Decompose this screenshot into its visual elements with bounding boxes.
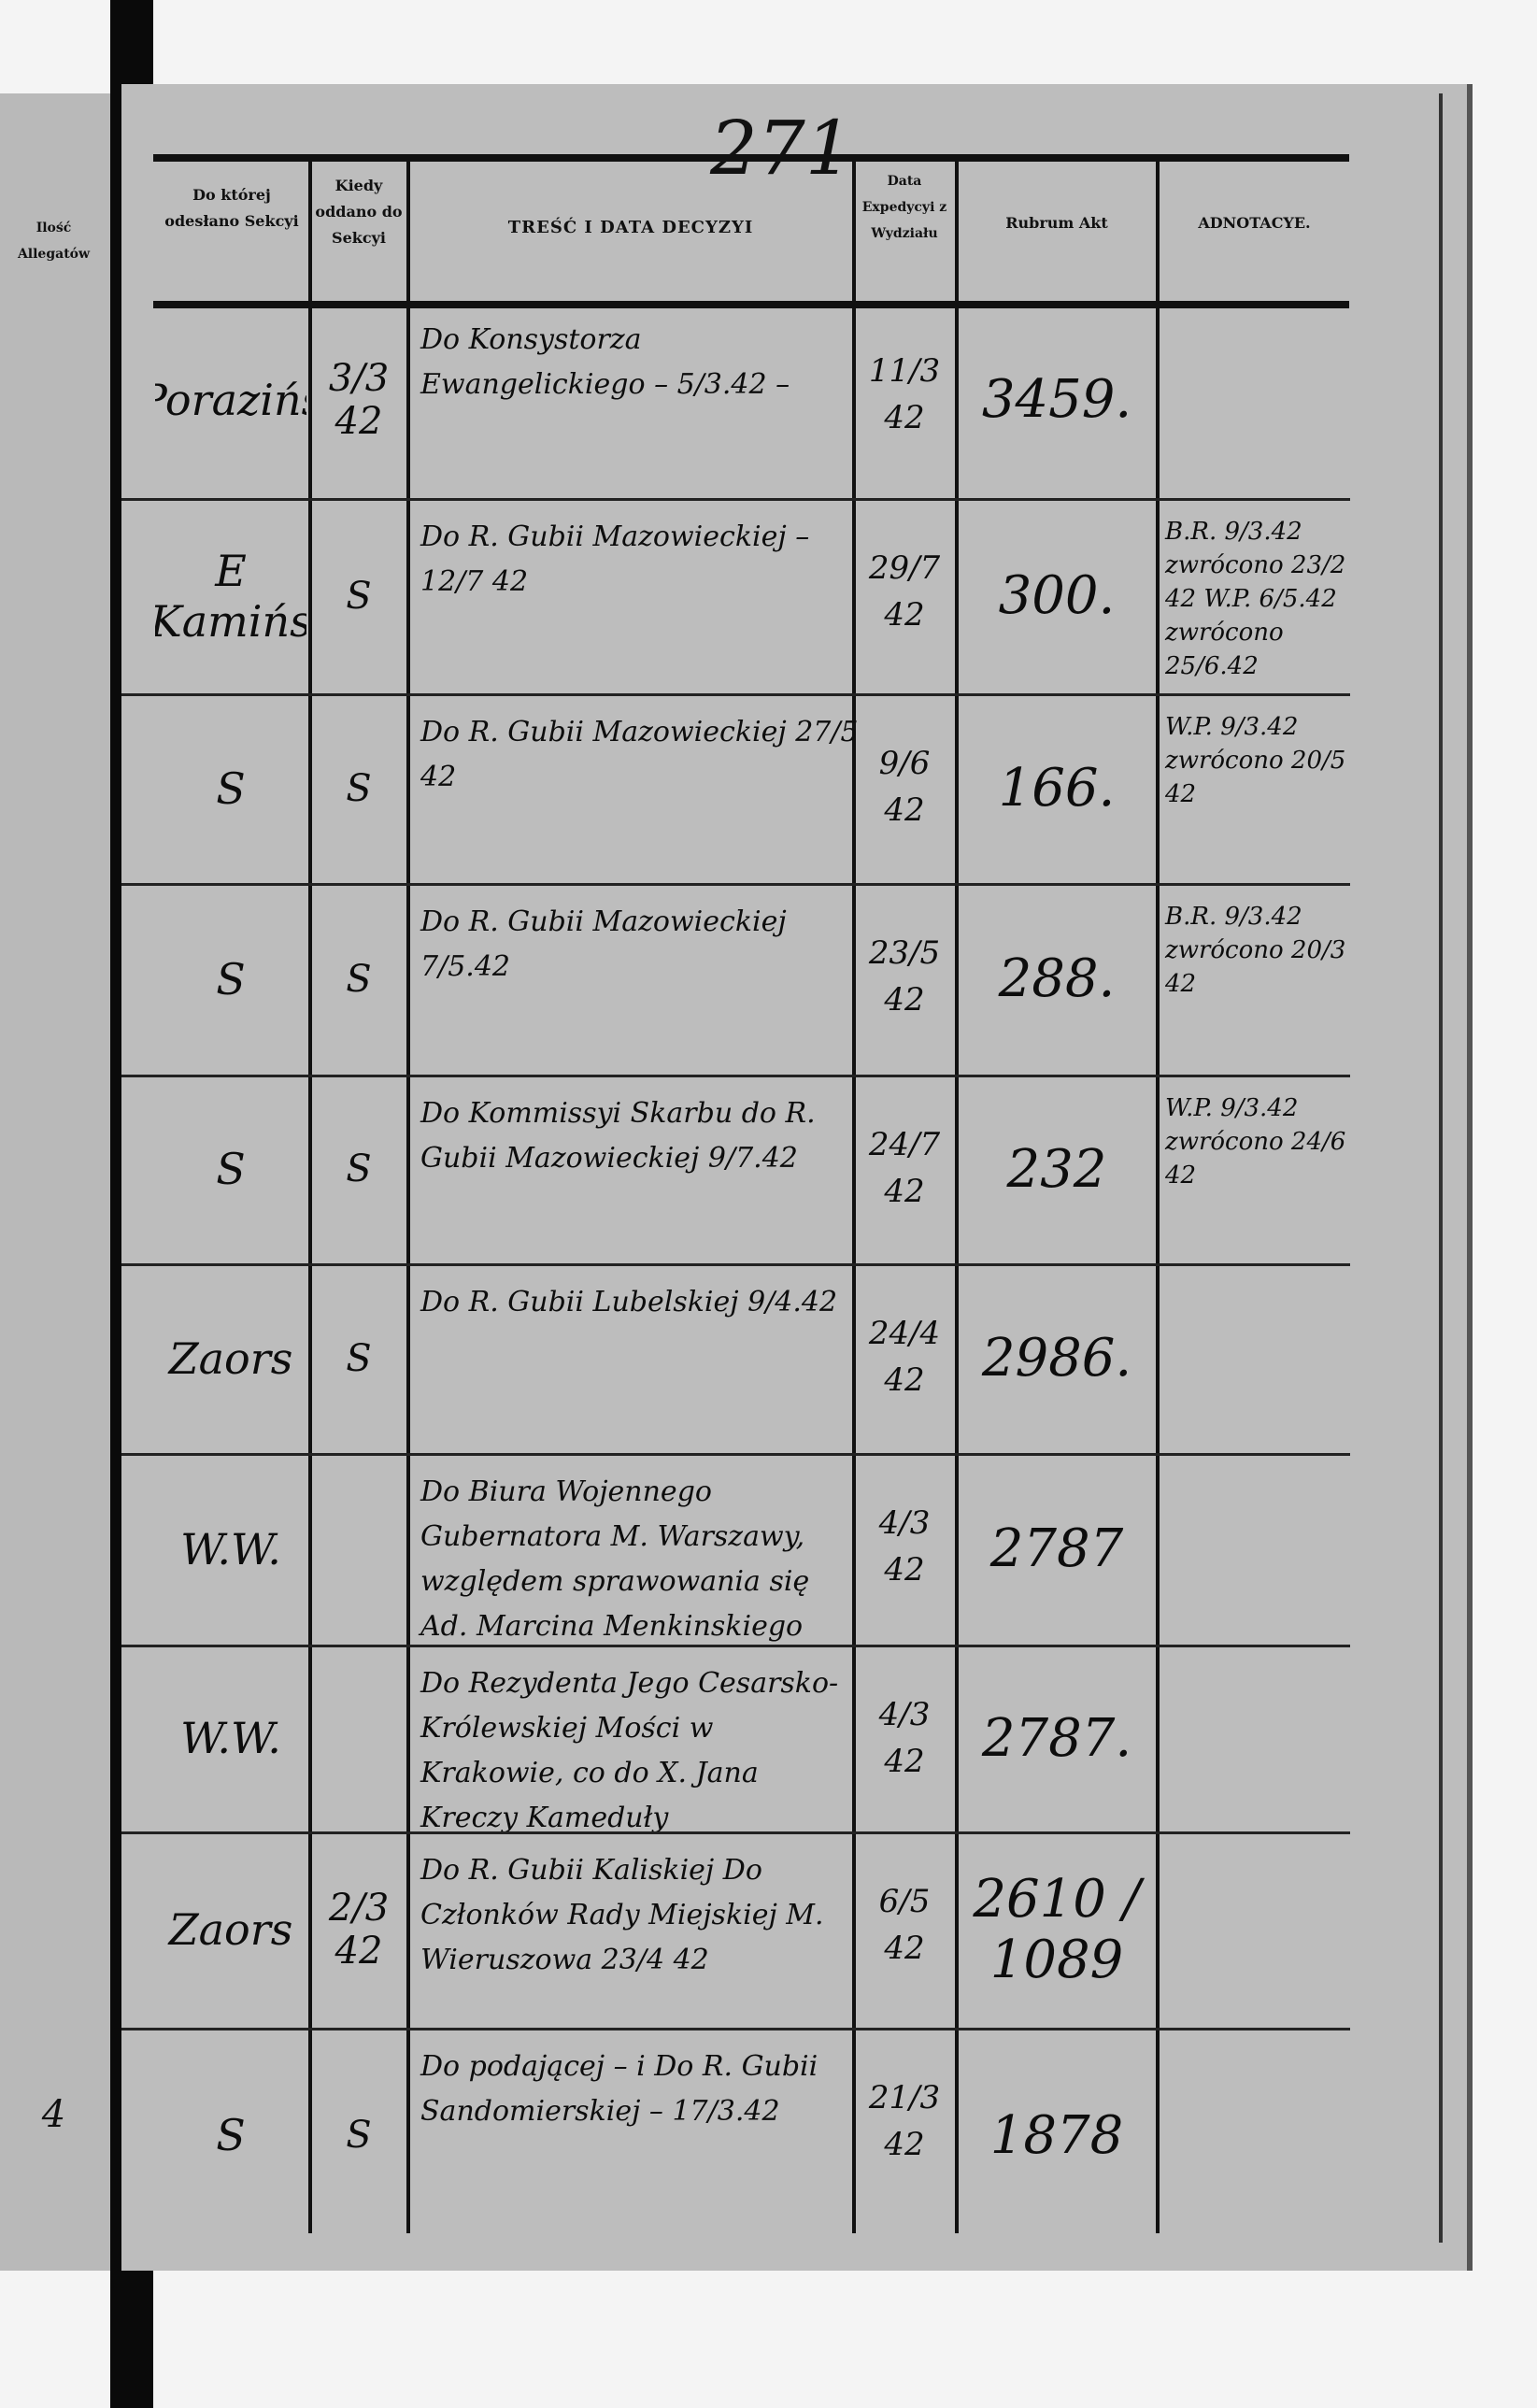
rubrum-cell: 2986. [981, 1328, 1132, 1389]
when-cell [312, 1654, 406, 1822]
rubrum-cell: 1878 [989, 2104, 1124, 2166]
column-divider [1156, 154, 1160, 2233]
content-cell: Do Konsystorza Ewangelickiego – 5/3.42 – [420, 323, 790, 401]
section-cell: Zaors [168, 1332, 293, 1384]
expedition-cell: 21/3 42 [868, 2079, 941, 2163]
when-cell: S [346, 1147, 372, 1190]
row-divider [121, 1645, 1350, 1647]
annotation-cell: W.P. 9/3.42 zwrócono 24/6 42 [1165, 1094, 1346, 1190]
annotation-cell: W.P. 9/3.42 zwrócono 20/5 42 [1165, 713, 1346, 808]
expedition-cell: 23/5 42 [868, 934, 941, 1019]
when-cell: 2/3 42 [328, 1887, 390, 1973]
column-divider [406, 154, 410, 2233]
when-cell: S [346, 1336, 372, 1380]
expedition-cell: 4/3 42 [878, 1504, 931, 1589]
annotation-cell [1160, 1654, 1358, 1837]
annotation-cell [1160, 1273, 1358, 1459]
rubrum-cell: 2610 / 1089 [973, 1869, 1141, 1990]
column-divider [308, 154, 312, 2233]
row-divider [121, 1075, 1350, 1077]
rubrum-cell: 232 [1006, 1138, 1107, 1200]
content-cell: Do R. Gubii Kaliskiej Do Członków Rady M… [420, 1854, 824, 1976]
header-expedition: Data Expedycyi z Wydziału [861, 174, 947, 241]
header-annotations: ADNOTACYE. [1198, 214, 1311, 232]
header-content: TREŚĆ I DATA DECYZYI [507, 218, 754, 237]
annotation-cell [1160, 2037, 1358, 2248]
content-cell: Do podającej – i Do R. Gubii Sandomiersk… [420, 2050, 818, 2128]
when-cell: S [346, 957, 372, 1001]
expedition-cell: 24/7 42 [868, 1126, 941, 1210]
expedition-cell: 29/7 42 [868, 549, 941, 634]
expedition-cell: 11/3 42 [868, 352, 941, 436]
row-divider [121, 883, 1350, 886]
header-top-rule [153, 154, 1349, 162]
header-bottom-rule [153, 301, 1349, 308]
content-cell: Do R. Gubii Mazowieckiej – 12/7 42 [420, 520, 810, 598]
row-divider [121, 498, 1350, 501]
annotation-cell [1160, 1462, 1358, 1650]
header-section: Do której odesłano Sekcyi [164, 186, 299, 230]
page-edge [1439, 93, 1443, 2243]
section-cell: Zaors [168, 1904, 293, 1955]
section-cell: S [216, 953, 246, 1005]
section-cell: Porazińs [155, 374, 306, 425]
register-page [121, 84, 1473, 2271]
column-divider [955, 154, 959, 2233]
content-cell: Do R. Gubii Mazowieckiej 7/5.42 [420, 905, 787, 983]
when-cell: S [346, 574, 372, 618]
rubrum-cell: 2787. [981, 1707, 1132, 1769]
section-cell: S [216, 2110, 246, 2160]
expedition-cell: 9/6 42 [878, 745, 931, 829]
content-cell: Do R. Gubii Mazowieckiej 27/5 42 [420, 716, 859, 793]
row-divider [121, 693, 1350, 696]
annotation-cell [1160, 310, 1358, 504]
section-cell: W.W. [180, 1523, 281, 1574]
section-cell: S [216, 1144, 246, 1194]
when-cell [312, 1462, 406, 1635]
header-rubrum: Rubrum Akt [1005, 214, 1108, 232]
rubrum-cell: 166. [998, 758, 1116, 819]
row-divider [121, 1831, 1350, 1834]
when-cell: S [346, 2114, 372, 2157]
annotation-cell [1160, 1841, 1358, 2033]
when-cell: 3/3 42 [328, 356, 390, 443]
section-cell: E Kamińs [155, 545, 306, 647]
expedition-cell: 6/5 42 [878, 1883, 931, 1967]
section-cell: W.W. [180, 1713, 281, 1763]
rubrum-cell: 288. [998, 948, 1116, 1009]
section-cell: S [216, 762, 246, 814]
annotation-cell: B.R. 9/3.42 zwrócono 20/3 42 [1165, 903, 1346, 998]
page-number: 271 [710, 105, 853, 192]
annotation-cell: B.R. 9/3.42 zwrócono 23/2 42 W.P. 6/5.42… [1165, 518, 1346, 680]
rubrum-cell: 2787 [989, 1518, 1124, 1579]
row-divider [121, 2028, 1350, 2030]
column-divider [852, 154, 856, 2233]
content-cell: Do Kommissyi Skarbu do R. Gubii Mazowiec… [420, 1097, 816, 1175]
expedition-cell: 4/3 42 [878, 1696, 931, 1780]
rubrum-cell: 3459. [981, 369, 1132, 430]
adjacent-page-fragment: Ilość Allegatów 4 [0, 93, 110, 2271]
content-cell: Do Rezydenta Jego Cesarsko-Królewskiej M… [420, 1667, 839, 1834]
content-cell: Do R. Gubii Lubelskiej 9/4.42 [420, 1286, 838, 1318]
header-when: Kiedy oddano do Sekcyi [315, 177, 403, 247]
expedition-cell: 24/4 42 [868, 1315, 941, 1399]
allegates-count: 4 [41, 2093, 66, 2136]
row-divider [121, 1453, 1350, 1456]
row-divider [121, 1263, 1350, 1266]
allegates-header: Ilość Allegatów [17, 221, 91, 262]
rubrum-cell: 300. [998, 565, 1116, 626]
when-cell: S [346, 766, 372, 810]
content-cell: Do Biura Wojennego Gubernatora M. Warsza… [420, 1475, 810, 1643]
